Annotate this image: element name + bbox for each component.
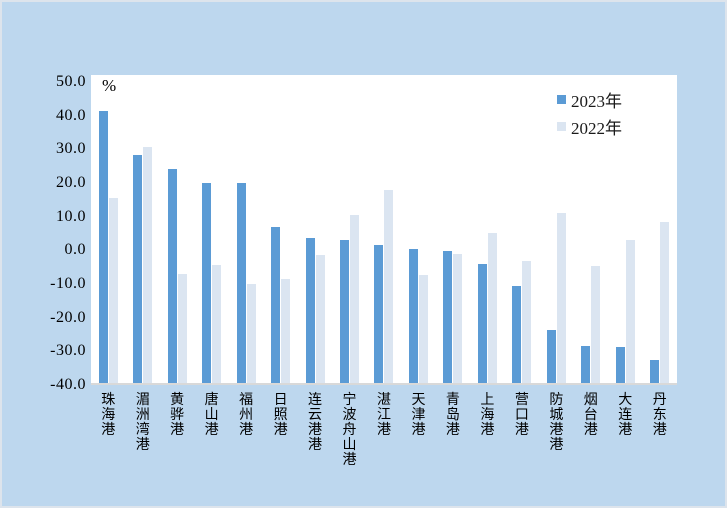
bar-group [194, 75, 228, 385]
bar-group [643, 75, 677, 385]
bar-2023年 [512, 286, 522, 385]
x-axis-label: 烟台港 [583, 393, 598, 438]
bar-group [91, 75, 125, 385]
bar-2022年 [350, 214, 360, 385]
bar-group [229, 75, 263, 385]
bar-2022年 [591, 266, 601, 385]
bar-2023年 [408, 248, 418, 385]
bar-2023年 [167, 169, 177, 385]
plot-area: % 2023年 2022年 [91, 75, 677, 385]
legend-swatch-2023 [557, 95, 566, 104]
legend-item-2023: 2023年 [557, 86, 622, 113]
y-tick-label: 40.0 [56, 106, 86, 124]
x-axis-labels: 珠海港 湄洲湾港 黄骅港 唐山港 福州港 日照港 连云港港 宁波舟山港 湛江港 天津港 青岛港 上海港… [91, 393, 677, 468]
x-axis-label: 日照港 [273, 393, 288, 438]
legend-swatch-2022 [557, 122, 566, 131]
bar-2022年 [384, 190, 394, 385]
bar-2023年 [236, 182, 246, 385]
bar-2022年 [522, 261, 532, 385]
bar-group [263, 75, 297, 385]
y-tick-label: 10.0 [56, 207, 86, 225]
legend-label-2023: 2023年 [571, 92, 622, 111]
bar-2023年 [271, 226, 281, 385]
bar-group [505, 75, 539, 385]
y-tick-label: 50.0 [56, 73, 86, 90]
bar-group [125, 75, 159, 385]
bar-2023年 [650, 360, 660, 385]
bar-2023年 [340, 240, 350, 385]
bar-2022年 [418, 275, 428, 385]
x-axis-label: 唐山港 [204, 393, 219, 438]
bar-2022年 [315, 255, 325, 385]
x-axis-label: 湄洲湾港 [135, 393, 150, 453]
legend: 2023年 2022年 [557, 86, 622, 140]
y-tick-label: -10.0 [50, 275, 86, 292]
bar-2023年 [133, 154, 143, 385]
bar-group [470, 75, 504, 385]
x-axis-label: 福州港 [239, 393, 254, 438]
bar-group [332, 75, 366, 385]
bar-2022年 [143, 146, 153, 385]
x-axis-label: 宁波舟山港 [342, 393, 357, 468]
bar-2022年 [453, 253, 463, 385]
x-axis-label: 湛江港 [376, 393, 391, 438]
bar-2022年 [281, 279, 291, 385]
x-axis-label: 丹东港 [652, 393, 667, 438]
bar-2023年 [546, 329, 556, 385]
y-axis-unit-label: % [102, 76, 117, 95]
bar-2022年 [660, 222, 670, 385]
bar-group [608, 75, 642, 385]
y-tick-label: 0.0 [64, 241, 86, 259]
y-tick-label: -30.0 [50, 342, 86, 360]
x-axis-line [91, 383, 677, 385]
y-axis: 50.0 40.0 30.0 20.0 10.0 0.0 -10.0 -20.0 -30.0 -4… [2, 73, 86, 393]
x-axis-label: 青岛港 [445, 393, 460, 438]
bar-2023年 [202, 182, 212, 385]
bar-2023年 [581, 346, 591, 385]
bar-2022年 [625, 239, 635, 385]
legend-item-2022: 2022年 [557, 113, 622, 140]
bar-2022年 [177, 273, 187, 385]
bar-2022年 [556, 212, 566, 385]
x-axis-label: 防城港港 [549, 393, 564, 453]
bar-2023年 [443, 251, 453, 385]
bar-2023年 [477, 263, 487, 385]
y-tick-label: 30.0 [56, 140, 86, 158]
bar-group [574, 75, 608, 385]
legend-label-2022: 2022年 [571, 119, 622, 138]
bar-2023年 [98, 110, 108, 385]
bar-2022年 [487, 232, 497, 385]
y-tick-label: 20.0 [56, 174, 86, 191]
bar-2022年 [108, 198, 118, 385]
bar-2022年 [212, 264, 222, 385]
bar-2023年 [615, 346, 625, 385]
y-tick-label: -40.0 [50, 376, 86, 393]
bar-group [436, 75, 470, 385]
bar-group [539, 75, 573, 385]
x-axis-label: 连云港港 [308, 393, 323, 453]
bar-2023年 [374, 245, 384, 385]
x-axis-label: 大连港 [618, 393, 633, 438]
bar-group [401, 75, 435, 385]
x-axis-label: 营口港 [514, 393, 529, 438]
x-axis-label: 黄骅港 [170, 393, 185, 438]
bar-2022年 [246, 284, 256, 385]
x-axis-label: 上海港 [480, 393, 495, 438]
bar-series-container [91, 75, 677, 385]
bar-group [160, 75, 194, 385]
bar-group [298, 75, 332, 385]
bar-2023年 [305, 237, 315, 385]
bar-group [367, 75, 401, 385]
x-axis-label: 天津港 [411, 393, 426, 438]
y-tick-label: -20.0 [50, 308, 86, 326]
x-axis-label: 珠海港 [101, 393, 116, 438]
